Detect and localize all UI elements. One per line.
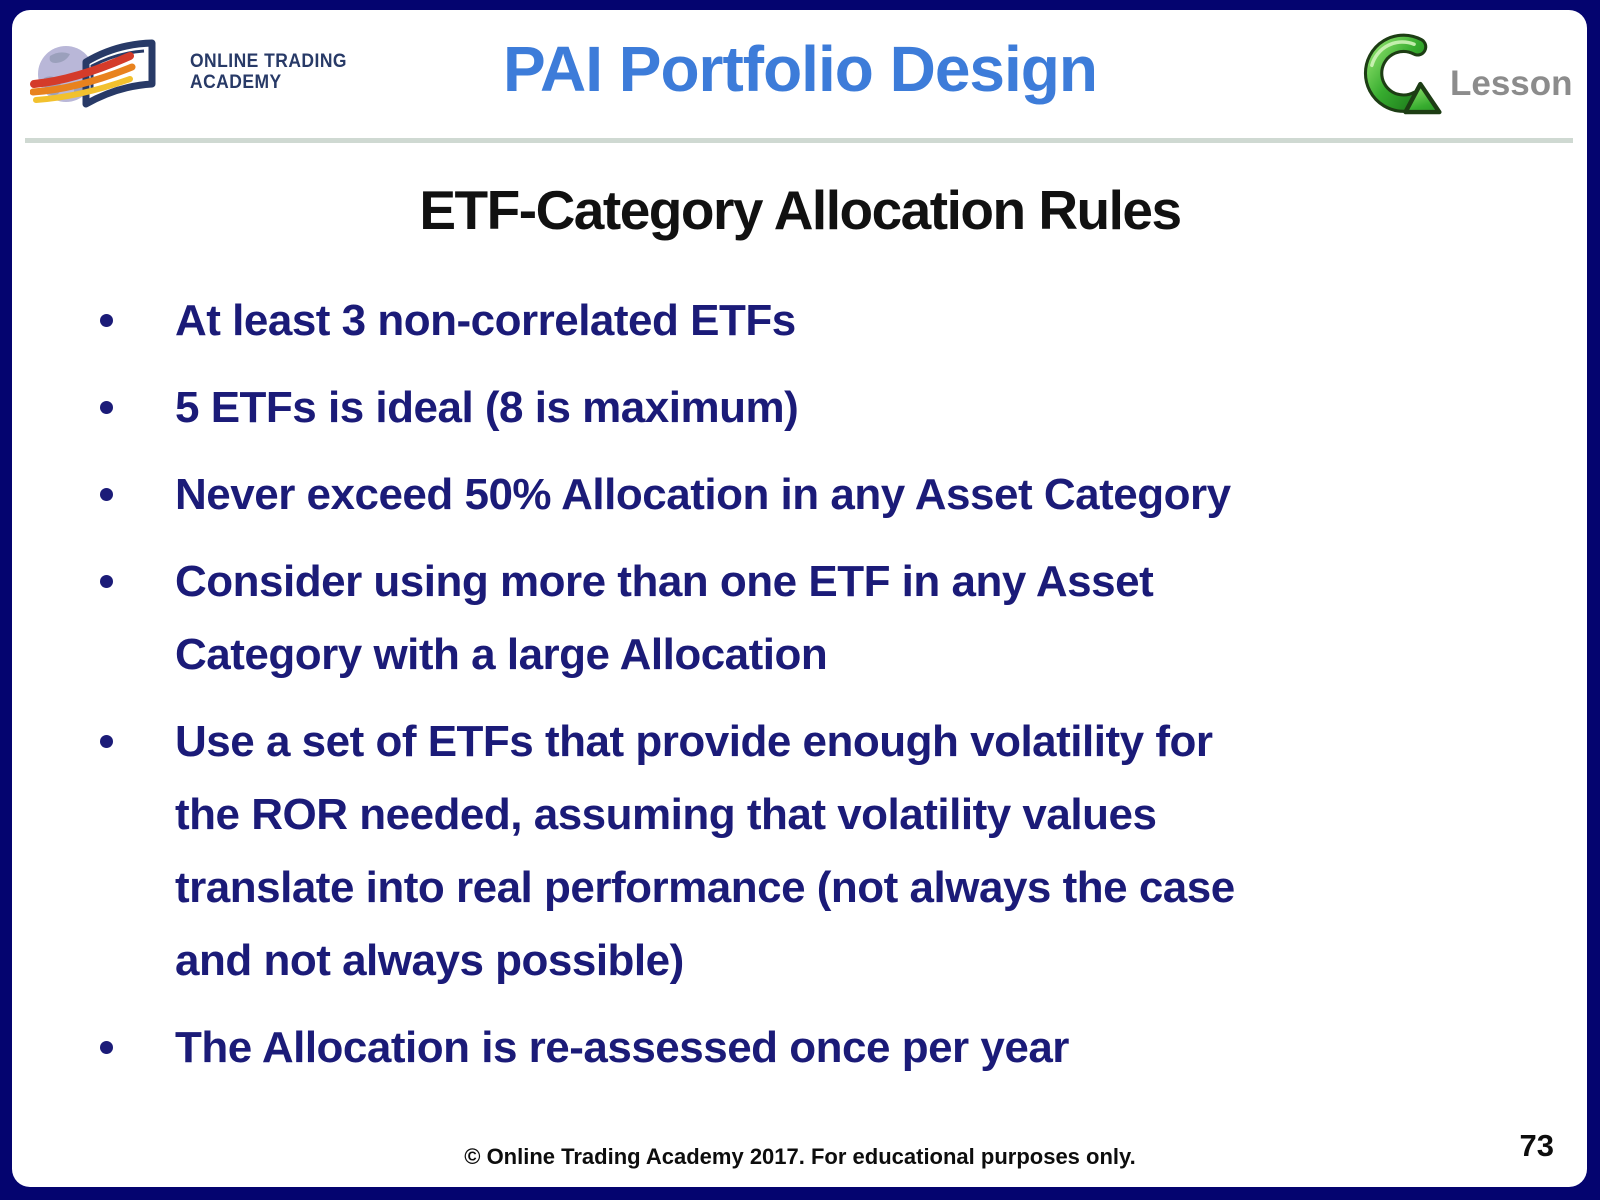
ota-logo-text: ONLINE TRADING ACADEMY — [190, 51, 347, 93]
page-number: 73 — [1519, 1128, 1554, 1163]
bullet-item: Never exceed 50% Allocation in any Asset… — [100, 458, 1560, 531]
bullet-dot-icon — [100, 488, 113, 501]
bullet-dot-icon — [100, 401, 113, 414]
bullet-text: 5 ETFs is ideal (8 is maximum) — [175, 383, 799, 432]
header-divider — [25, 138, 1573, 143]
bullet-item: Use a set of ETFs that provide enough vo… — [100, 705, 1560, 997]
bullet-text: At least 3 non-correlated ETFs — [175, 296, 796, 345]
ota-logo: ONLINE TRADING ACADEMY — [30, 34, 361, 110]
bullet-item: The Allocation is re-assessed once per y… — [100, 1011, 1560, 1084]
lesson-arrow-icon — [1363, 33, 1442, 115]
ota-logo-icon — [30, 39, 156, 108]
bullet-dot-icon — [100, 735, 113, 748]
bullet-item: 5 ETFs is ideal (8 is maximum) — [100, 371, 1560, 444]
footer-copyright: © Online Trading Academy 2017. For educa… — [464, 1144, 1136, 1169]
bullet-text: Consider using more than one ETF in any … — [175, 557, 1154, 679]
bullet-item: Consider using more than one ETF in any … — [100, 545, 1560, 691]
logo-line2: ACADEMY — [190, 72, 282, 93]
bullet-dot-icon — [100, 1041, 113, 1054]
bullet-dot-icon — [100, 314, 113, 327]
bullet-dot-icon — [100, 575, 113, 588]
bullet-list: At least 3 non-correlated ETFs 5 ETFs is … — [100, 284, 1560, 1098]
bullet-item: At least 3 non-correlated ETFs — [100, 284, 1560, 357]
slide-heading: ETF-Category Allocation Rules — [419, 179, 1182, 241]
bullet-text: Never exceed 50% Allocation in any Asset… — [175, 470, 1231, 519]
bullet-text: Use a set of ETFs that provide enough vo… — [175, 717, 1235, 985]
logo-line1: ONLINE TRADING — [190, 51, 347, 72]
lesson-badge: Lesson — [1356, 26, 1573, 124]
page-title: PAI Portfolio Design — [503, 33, 1098, 105]
slide-background — [12, 10, 1587, 1187]
bullet-text: The Allocation is re-assessed once per y… — [175, 1023, 1069, 1072]
lesson-label: Lesson — [1450, 64, 1573, 103]
